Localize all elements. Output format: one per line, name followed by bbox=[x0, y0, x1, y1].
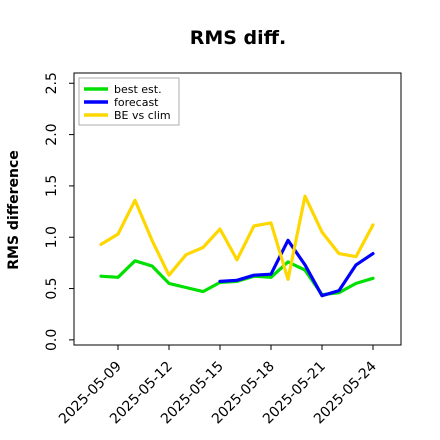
y-axis: 0.0 0.5 1.0 1.5 2.0 2.5 bbox=[44, 72, 74, 351]
legend-label: BE vs clim bbox=[114, 109, 171, 122]
y-tick-label: 0.5 bbox=[44, 277, 60, 299]
series-line-best-est- bbox=[99, 259, 375, 297]
chart-title: RMS diff. bbox=[190, 27, 287, 49]
y-axis-label: RMS difference bbox=[6, 150, 22, 270]
legend-label: best est. bbox=[114, 83, 162, 96]
series-line-forecast bbox=[218, 238, 375, 298]
y-tick-label: 2.5 bbox=[44, 72, 60, 94]
plot-frame bbox=[73, 72, 402, 346]
y-tick-label: 2.0 bbox=[44, 123, 60, 145]
series-line-be-vs-clim bbox=[99, 194, 375, 281]
legend-label: forecast bbox=[114, 96, 159, 109]
y-tick-label: 0.0 bbox=[44, 329, 60, 351]
y-tick-label: 1.0 bbox=[44, 226, 60, 248]
y-tick-label: 1.5 bbox=[44, 175, 60, 197]
series-lines bbox=[99, 194, 375, 298]
x-axis: 2025-05-092025-05-122025-05-152025-05-18… bbox=[56, 345, 380, 427]
